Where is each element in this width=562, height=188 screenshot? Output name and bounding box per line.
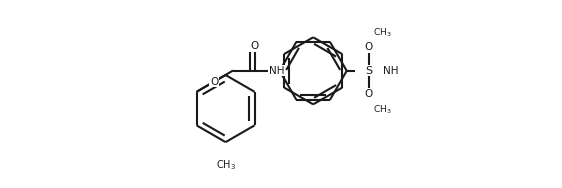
Text: O: O	[251, 41, 259, 51]
Text: O: O	[365, 42, 373, 52]
Text: NH: NH	[269, 66, 284, 76]
Text: O: O	[365, 89, 373, 99]
Text: O: O	[210, 77, 218, 87]
Text: S: S	[365, 66, 372, 76]
Text: CH$_3$: CH$_3$	[373, 26, 392, 39]
Text: CH$_3$: CH$_3$	[373, 104, 392, 116]
Text: NH: NH	[383, 66, 398, 76]
Text: CH$_3$: CH$_3$	[216, 158, 235, 172]
